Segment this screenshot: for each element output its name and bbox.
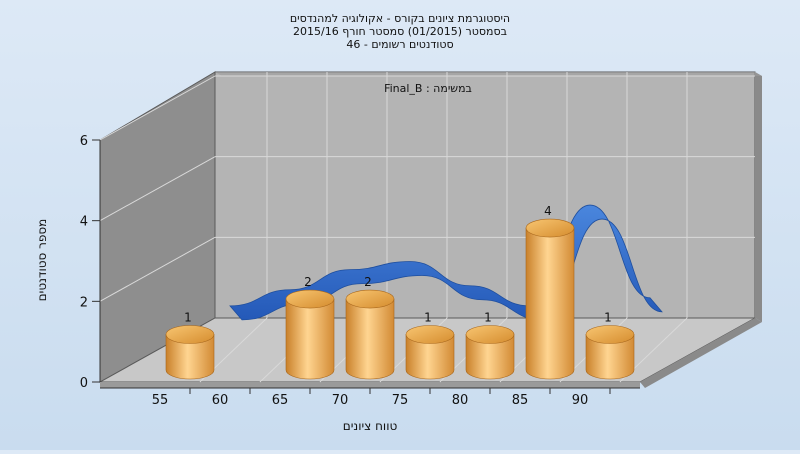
bar-cap-65	[286, 290, 334, 308]
y-tick-label-2: 4	[80, 215, 88, 230]
bar-cap-90	[586, 326, 634, 344]
bar-85: 4	[526, 204, 574, 379]
chart-annotation: במשימה : Final_B	[384, 82, 472, 95]
bar-cap-75	[406, 326, 454, 344]
y-tick-label-0: 0	[80, 376, 88, 391]
x-tick-label-5: 80	[452, 393, 469, 408]
x-tick-label-2: 65	[272, 393, 289, 408]
x-ticks: 55 60 65 70 75 80 85 90	[100, 388, 640, 408]
bar-label-85: 4	[544, 204, 552, 218]
y-axis-label: מספר סטודנטים	[35, 219, 49, 302]
chart-title-line-3: סטודנטים רשומים - 46	[346, 38, 453, 51]
bar-label-75: 1	[424, 311, 432, 325]
chart-title-line-1: היסטוגרמת ציונים בקורס - אקולוגיה למהנדס…	[290, 12, 510, 25]
bar-body-70	[346, 299, 394, 379]
x-tick-label-3: 70	[332, 393, 349, 408]
x-tick-label-0: 55	[152, 393, 169, 408]
bar-body-85	[526, 228, 574, 379]
x-tick-label-1: 60	[212, 393, 229, 408]
bar-cap-70	[346, 290, 394, 308]
back-wall	[215, 72, 755, 318]
bar-label-65: 2	[304, 275, 312, 289]
floor-front-edge	[100, 382, 640, 388]
x-tick-label-7: 90	[572, 393, 589, 408]
y-tick-label-3: 6	[80, 134, 88, 149]
y-tick-label-1: 2	[80, 295, 88, 310]
x-tick-label-4: 75	[392, 393, 409, 408]
bar-cap-55	[166, 326, 214, 344]
bar-label-55: 1	[184, 311, 192, 325]
back-wall-top-edge	[215, 72, 762, 76]
x-axis-label: טווח ציונים	[343, 419, 398, 433]
bar-label-80: 1	[484, 311, 492, 325]
bar-cap-80	[466, 326, 514, 344]
bar-body-65	[286, 299, 334, 379]
bar-label-70: 2	[364, 275, 372, 289]
y-ticks: 0 2 4 6	[80, 134, 100, 391]
bar-label-90: 1	[604, 311, 612, 325]
bar-cap-85	[526, 219, 574, 237]
back-wall-right-edge	[755, 72, 762, 322]
chart-title-line-2: בסמסטר (01/2015) סמסטר חורף 2015/16	[293, 25, 507, 38]
x-tick-label-6: 85	[512, 393, 529, 408]
